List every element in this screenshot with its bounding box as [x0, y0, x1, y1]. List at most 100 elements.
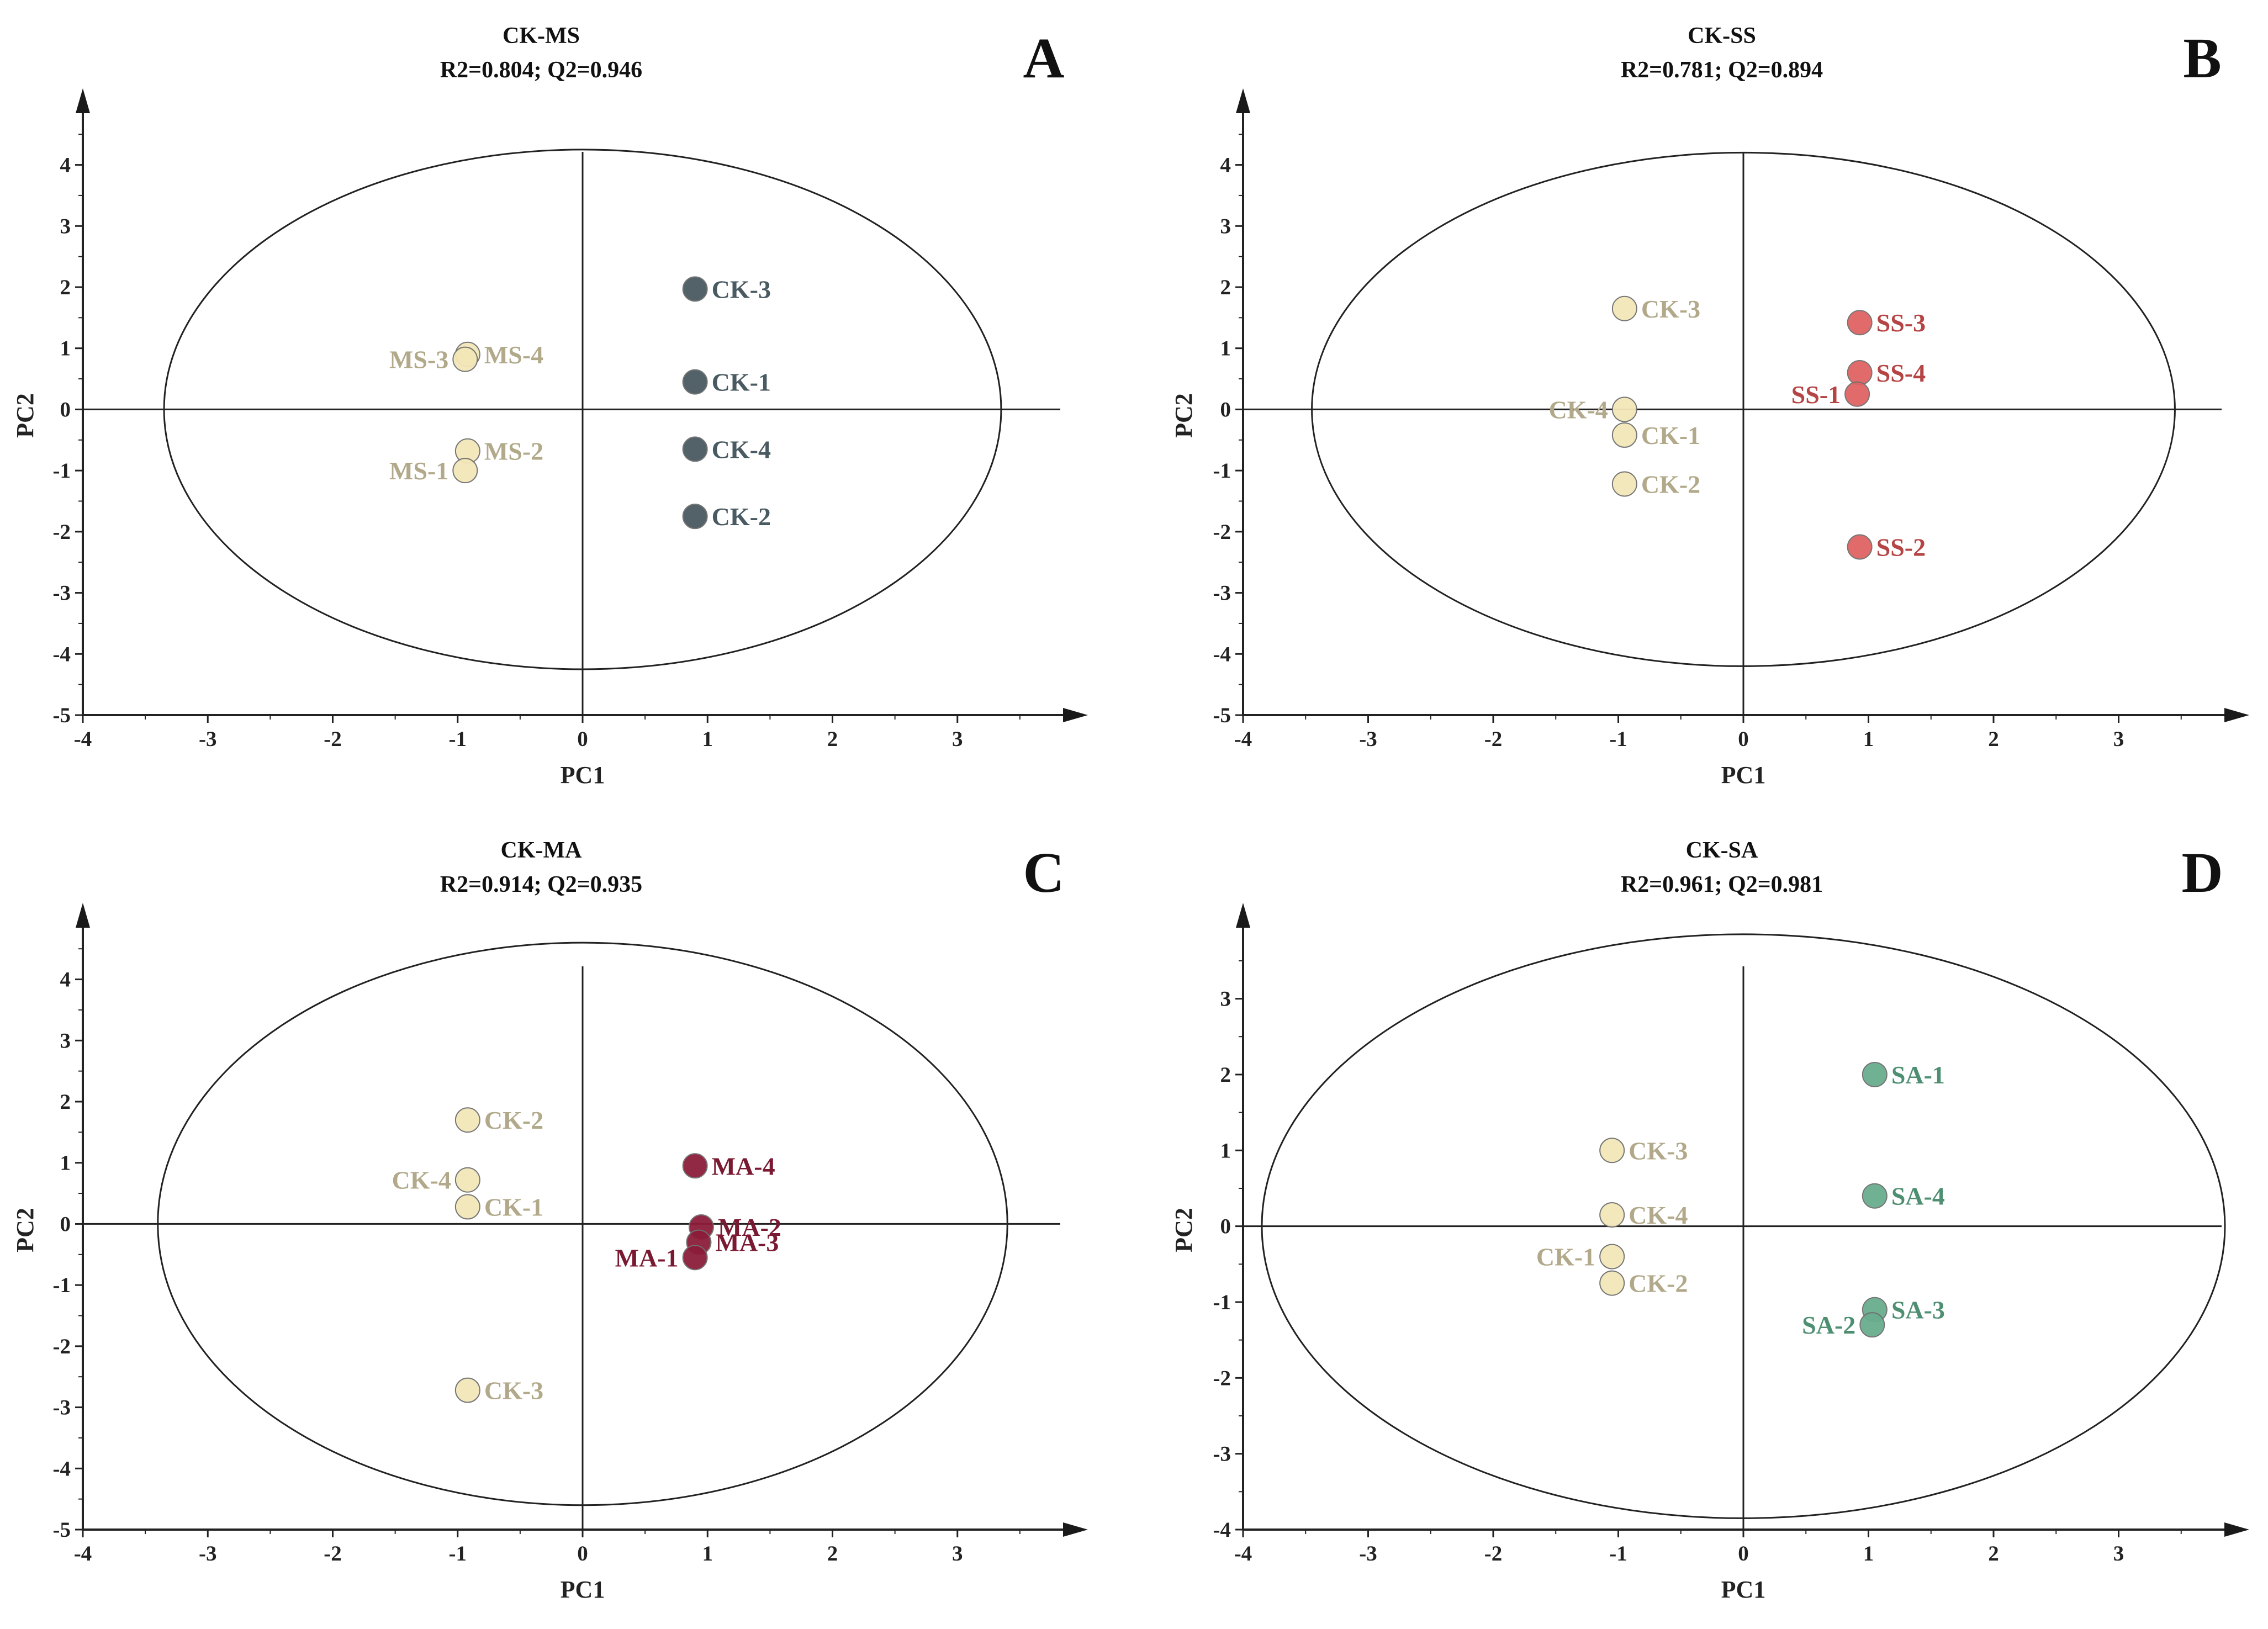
y-tick-label: 1 — [1220, 1139, 1231, 1162]
y-tick-label: -3 — [53, 581, 71, 605]
x-tick-label: 2 — [1988, 727, 1999, 751]
data-label: SS-2 — [1876, 533, 1926, 562]
chart-subtitle: R2=0.961; Q2=0.981 — [1621, 872, 1823, 897]
data-point — [682, 1153, 708, 1179]
x-axis-arrowhead — [1063, 708, 1088, 722]
data-point — [452, 458, 478, 484]
data-label: MA-2 — [718, 1213, 781, 1241]
x-tick-label: -1 — [1609, 727, 1627, 751]
x-tick-label: -4 — [1234, 727, 1252, 751]
x-axis-label: PC1 — [1721, 1576, 1766, 1603]
data-label: CK-4 — [1548, 395, 1608, 424]
y-tick-label: -2 — [53, 1335, 71, 1358]
data-point — [1862, 1061, 1888, 1087]
data-point — [1599, 1244, 1625, 1270]
y-tick-label: 3 — [60, 1029, 71, 1052]
data-point — [1847, 310, 1873, 336]
y-axis-arrowhead — [1236, 88, 1250, 113]
x-tick-label: 0 — [1738, 1542, 1749, 1565]
x-tick-label: -2 — [1484, 1542, 1503, 1565]
y-axis-arrowhead — [76, 903, 90, 928]
data-label: SA-3 — [1891, 1296, 1945, 1324]
data-point — [1611, 396, 1637, 422]
x-tick-label: -4 — [74, 727, 92, 751]
x-axis-label: PC1 — [561, 761, 605, 789]
panel-a: CK-MS R2=0.804; Q2=0.946 A -4 -3 -2 -1 0 1 2 3 -… — [0, 0, 1134, 814]
data-label: CK-4 — [392, 1166, 451, 1194]
data-point — [1611, 471, 1637, 497]
data-point — [454, 1167, 480, 1193]
panel-letter: B — [2183, 27, 2221, 90]
x-tick-label: 1 — [702, 1542, 713, 1565]
x-tick-label: 2 — [827, 727, 838, 751]
y-tick-label: -2 — [53, 520, 71, 544]
data-point — [454, 1194, 480, 1220]
x-axis-label: PC1 — [561, 1576, 605, 1603]
data-point — [682, 1245, 708, 1271]
data-label: MA-1 — [615, 1244, 679, 1272]
y-tick-label: 2 — [1220, 276, 1231, 299]
pca-plot-a: CK-MS R2=0.804; Q2=0.946 A -4 -3 -2 -1 0 1 2 3 -… — [12, 23, 1088, 789]
x-tick-label: 2 — [827, 1542, 838, 1565]
y-tick-label: 1 — [1220, 337, 1231, 361]
y-tick-label: 4 — [1220, 154, 1231, 177]
y-tick-label: -2 — [1213, 520, 1231, 544]
y-axis-label: PC2 — [1170, 393, 1197, 438]
data-label: SA-1 — [1891, 1061, 1945, 1089]
x-tick-label: 3 — [952, 1542, 963, 1565]
x-tick-label: 1 — [1863, 1542, 1874, 1565]
y-tick-label: 4 — [60, 968, 71, 992]
y-tick-label: 3 — [1220, 987, 1231, 1011]
x-tick-label: 1 — [1863, 727, 1874, 751]
data-label: CK-4 — [712, 435, 771, 463]
data-label: CK-3 — [712, 275, 771, 303]
y-tick-label: -2 — [1213, 1366, 1231, 1390]
data-label: CK-1 — [712, 368, 771, 396]
y-tick-label: 3 — [1220, 214, 1231, 238]
y-tick-label: 1 — [60, 1151, 71, 1175]
chart-title: CK-MA — [501, 838, 583, 863]
x-tick-label: -3 — [199, 727, 217, 751]
data-label: CK-1 — [1536, 1243, 1595, 1271]
x-tick-label: -1 — [1609, 1542, 1627, 1565]
y-tick-label: 0 — [1220, 1215, 1231, 1239]
x-tick-label: 3 — [2113, 727, 2124, 751]
x-tick-label: -2 — [324, 1542, 342, 1565]
data-label: SA-2 — [1802, 1311, 1855, 1339]
data-label: SS-1 — [1791, 380, 1841, 409]
y-tick-label: -5 — [1213, 704, 1231, 727]
data-label: CK-3 — [484, 1377, 543, 1405]
x-tick-label: -3 — [199, 1542, 217, 1565]
data-label: MS-4 — [484, 341, 543, 369]
data-label: CK-4 — [1629, 1201, 1688, 1229]
data-label: CK-3 — [1641, 295, 1700, 323]
y-tick-label: 3 — [60, 214, 71, 238]
chart-subtitle: R2=0.781; Q2=0.894 — [1621, 57, 1823, 83]
data-point — [682, 436, 708, 462]
data-point — [1847, 360, 1873, 385]
x-tick-label: -2 — [324, 727, 342, 751]
y-axis-label: PC2 — [12, 1208, 39, 1252]
x-tick-label: 0 — [577, 727, 588, 751]
x-tick-label: -1 — [449, 727, 467, 751]
x-tick-label: 0 — [577, 1542, 588, 1565]
data-point — [1611, 422, 1637, 448]
panel-d: CK-SA R2=0.961; Q2=0.981 D -4 -3 -2 -1 0 1 2 3 -… — [1134, 814, 2267, 1629]
y-tick-label: -4 — [53, 642, 71, 666]
x-tick-label: 1 — [702, 727, 713, 751]
data-point — [1611, 295, 1637, 321]
x-axis-arrowhead — [2224, 708, 2249, 722]
panel-letter: D — [2181, 841, 2223, 905]
x-tick-label: -3 — [1359, 1542, 1377, 1565]
data-point — [1599, 1202, 1625, 1228]
x-tick-label: 3 — [952, 727, 963, 751]
y-tick-label: 0 — [60, 398, 71, 421]
y-tick-label: -3 — [1213, 581, 1231, 605]
chart-subtitle: R2=0.804; Q2=0.946 — [440, 57, 642, 83]
y-tick-label: -4 — [1213, 1518, 1231, 1542]
data-label: SS-4 — [1876, 359, 1926, 387]
data-point — [454, 1377, 480, 1403]
data-label: MS-1 — [389, 457, 448, 485]
pca-plot-b: CK-SS R2=0.781; Q2=0.894 B -4 -3 -2 -1 0 1 2 3 -… — [1170, 23, 2249, 789]
data-point — [1599, 1138, 1625, 1163]
